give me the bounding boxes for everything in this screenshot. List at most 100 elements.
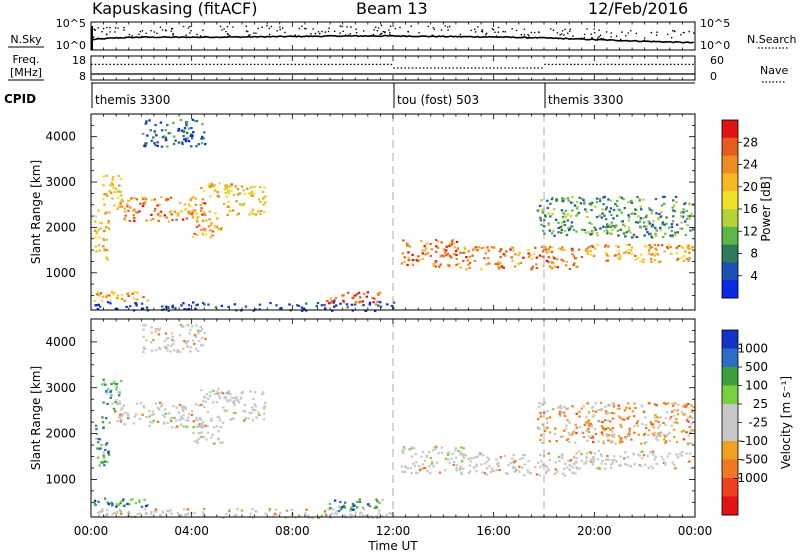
heatmap-cell — [655, 404, 658, 407]
noise-search-point — [432, 26, 435, 29]
heatmap-cell — [325, 514, 328, 517]
x-tick-label: 00:00 — [74, 524, 109, 538]
heatmap-cell — [546, 199, 549, 202]
heatmap-cell — [223, 409, 226, 412]
noise-search-point — [502, 30, 505, 33]
heatmap-cell — [201, 233, 204, 236]
heatmap-cell — [447, 451, 451, 454]
heatmap-cell — [141, 307, 145, 310]
heatmap-cell — [688, 460, 691, 463]
noise-search-point — [650, 31, 653, 34]
noise-search-point — [128, 33, 131, 36]
heatmap-cell — [185, 513, 188, 516]
heatmap-cell — [690, 442, 693, 445]
heatmap-cell — [199, 329, 202, 332]
heatmap-cell — [550, 198, 554, 201]
heatmap-cell — [686, 223, 689, 227]
noise-search-point — [114, 26, 117, 29]
heatmap-cell — [627, 252, 631, 255]
heatmap-cell — [349, 510, 352, 513]
heatmap-cell — [664, 441, 667, 444]
heatmap-cell — [609, 225, 613, 228]
heatmap-cell — [568, 433, 571, 437]
heatmap-cell — [352, 508, 356, 511]
heatmap-cell — [228, 510, 231, 513]
heatmap-cell — [123, 299, 126, 302]
heatmap-cell — [574, 423, 577, 426]
heatmap-cell — [367, 516, 370, 519]
heatmap-cell — [169, 210, 173, 213]
heatmap-cell — [455, 253, 458, 257]
heatmap-cell — [107, 219, 110, 222]
heatmap-cell — [628, 407, 632, 410]
colorbar-swatch — [722, 209, 738, 228]
heatmap-cell — [246, 187, 249, 190]
heatmap-cell — [178, 334, 182, 337]
heatmap-cell — [664, 461, 667, 465]
heatmap-cell — [567, 227, 570, 230]
heatmap-cell — [171, 306, 174, 309]
heatmap-cell — [512, 249, 515, 252]
heatmap-cell — [625, 231, 628, 234]
heatmap-cell — [182, 325, 185, 328]
heatmap-cell — [144, 347, 147, 350]
heatmap-cell — [624, 463, 627, 466]
noise-search-point — [376, 29, 379, 32]
heatmap-cell — [592, 460, 595, 464]
heatmap-cell — [684, 405, 687, 408]
heatmap-cell — [250, 210, 253, 213]
heatmap-cell — [251, 516, 255, 519]
heatmap-cell — [236, 193, 240, 196]
heatmap-cell — [217, 430, 220, 433]
heatmap-cell — [630, 236, 634, 239]
heatmap-cell — [647, 252, 651, 255]
heatmap-cell — [618, 258, 621, 261]
heatmap-cell — [466, 259, 470, 262]
heatmap-cell — [330, 512, 334, 515]
noise-left-tick: 10^0 — [56, 39, 86, 52]
heatmap-cell — [95, 433, 98, 436]
colorbar-tick-label: -25 — [748, 416, 768, 430]
heatmap-cell — [107, 453, 111, 456]
noise-search-point — [615, 35, 618, 37]
heatmap-cell — [545, 417, 549, 420]
heatmap-cell — [509, 248, 512, 251]
heatmap-cell — [527, 249, 530, 252]
noise-search-point — [249, 34, 251, 36]
heatmap-cell — [689, 229, 692, 232]
heatmap-cell — [307, 514, 310, 517]
heatmap-cell — [664, 423, 667, 426]
heatmap-cell — [612, 405, 616, 408]
heatmap-cell — [175, 218, 178, 221]
noise-search-point — [164, 29, 167, 31]
heatmap-cell — [209, 236, 212, 239]
heatmap-cell — [676, 455, 680, 458]
heatmap-cell — [195, 324, 198, 327]
heatmap-cell — [261, 190, 265, 193]
heatmap-cell — [641, 423, 644, 426]
noise-search-point — [170, 30, 173, 32]
noise-search-point — [559, 33, 561, 36]
heatmap-cell — [628, 430, 631, 433]
heatmap-cell — [215, 217, 219, 220]
heatmap-cell — [685, 404, 688, 407]
heatmap-cell — [202, 513, 206, 516]
heatmap-cell — [686, 442, 690, 445]
heatmap-cell — [550, 250, 554, 253]
heatmap-cell — [558, 459, 561, 462]
heatmap-cell — [238, 203, 242, 206]
noise-search-point — [314, 32, 317, 35]
heatmap-cell — [636, 221, 640, 224]
heatmap-cell — [567, 199, 570, 202]
heatmap-cell — [114, 401, 117, 404]
heatmap-cell — [562, 259, 565, 263]
heatmap-cell — [109, 299, 112, 302]
heatmap-cell — [119, 190, 122, 194]
heatmap-cell — [210, 223, 213, 226]
heatmap-cell — [640, 404, 644, 407]
heatmap-cell — [658, 260, 662, 263]
heatmap-cell — [353, 303, 357, 306]
heatmap-cell — [249, 512, 252, 515]
heatmap-cell — [263, 195, 266, 198]
heatmap-cell — [436, 240, 439, 243]
